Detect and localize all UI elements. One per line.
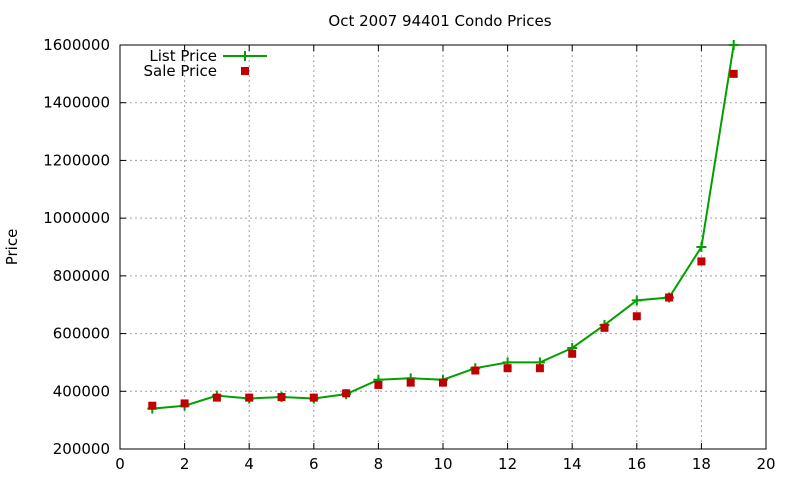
- sale-price-point: [439, 378, 447, 387]
- grid-lines: [120, 45, 766, 449]
- x-tick-label: 12: [498, 455, 517, 473]
- legend-marker-list-price: [240, 51, 250, 61]
- x-tick-label: 0: [115, 455, 125, 473]
- x-tick-label: 8: [374, 455, 384, 473]
- x-tick-label: 16: [627, 455, 646, 473]
- y-tick-label: 1400000: [43, 94, 110, 112]
- x-tick-label: 14: [563, 455, 582, 473]
- y-axis-label: Price: [3, 229, 21, 266]
- sale-price-point: [277, 393, 286, 402]
- sale-price-point: [245, 393, 254, 402]
- sale-price-point: [503, 364, 512, 373]
- sale-price-point: [342, 389, 351, 398]
- sale-price-point: [729, 69, 738, 78]
- sale-price-point: [374, 380, 383, 389]
- x-tick-label: 6: [309, 455, 319, 473]
- legend-marker-sale-price: [241, 67, 249, 75]
- sale-price-point: [406, 378, 415, 387]
- sale-price-point: [471, 366, 480, 375]
- y-tick-label: 800000: [53, 267, 110, 285]
- axis-ticks: 0 2 4 6 8 10 12 14 16 18 20 200000 400000 600000 80000…: [43, 36, 775, 473]
- x-tick-label: 20: [756, 455, 775, 473]
- legend-label-list-price: List Price: [149, 47, 217, 65]
- sale-price-point: [148, 401, 157, 410]
- sale-price-point: [632, 312, 641, 321]
- sale-price-point: [535, 364, 544, 373]
- y-tick-label: 400000: [53, 382, 110, 400]
- sale-price-point: [697, 257, 706, 266]
- y-tick-label: 200000: [53, 440, 110, 458]
- list-price-point: [631, 295, 642, 306]
- y-tick-label: 1200000: [43, 151, 110, 169]
- sale-price-point: [212, 393, 221, 402]
- sale-price-point: [665, 293, 674, 302]
- legend: List Price Sale Price: [144, 47, 267, 80]
- sale-price-point: [568, 349, 577, 358]
- y-tick-label: 1000000: [43, 209, 110, 227]
- series-layer: [147, 40, 739, 414]
- y-tick-label: 1600000: [43, 36, 110, 54]
- legend-label-sale-price: Sale Price: [144, 62, 217, 80]
- list-price-point: [696, 242, 707, 252]
- x-tick-label: 18: [692, 455, 711, 473]
- x-tick-label: 2: [180, 455, 190, 473]
- sale-price-point: [309, 393, 318, 402]
- sale-price-point: [180, 399, 189, 408]
- chart-title: Oct 2007 94401 Condo Prices: [328, 12, 551, 30]
- list-price-point: [728, 40, 739, 50]
- x-tick-label: 10: [433, 455, 452, 473]
- y-tick-label: 600000: [53, 325, 110, 343]
- sale-price-point: [600, 323, 609, 332]
- x-tick-label: 4: [244, 455, 254, 473]
